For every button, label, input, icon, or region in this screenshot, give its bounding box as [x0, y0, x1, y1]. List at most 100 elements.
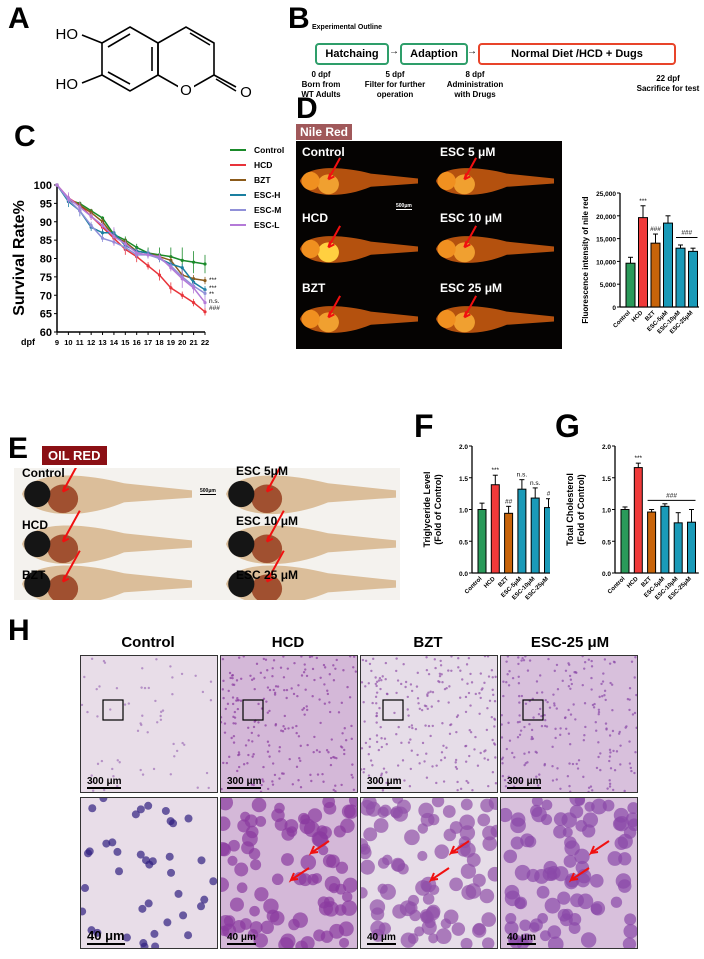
- cell-nucleus: [409, 738, 412, 741]
- cell-nucleus: [608, 759, 611, 763]
- data-point: [203, 291, 207, 296]
- cell-nucleus: [516, 721, 520, 724]
- cell-nucleus: [295, 940, 308, 948]
- y-tick-label: 65: [40, 309, 52, 321]
- cell-nucleus: [350, 773, 353, 777]
- data-point: [180, 293, 184, 297]
- cell-nucleus: [476, 764, 480, 767]
- cell-nucleus: [221, 716, 223, 719]
- cell-nucleus: [610, 683, 614, 686]
- cell-nucleus: [630, 660, 634, 663]
- cell-nucleus: [221, 798, 234, 811]
- cell-nucleus: [342, 669, 345, 672]
- cell-nucleus: [451, 922, 466, 936]
- cell-nucleus: [343, 727, 346, 730]
- cell-nucleus: [383, 737, 387, 740]
- cell-nucleus: [343, 748, 346, 752]
- cell-nucleus: [374, 695, 378, 699]
- x-tick-label: 21: [189, 338, 197, 347]
- cell-nucleus: [300, 674, 304, 677]
- data-point: [192, 260, 196, 264]
- x-tick-label: 18: [155, 338, 163, 347]
- cell-nucleus: [299, 759, 302, 763]
- cell-nucleus: [420, 909, 433, 922]
- y-tick-label: 0: [612, 305, 616, 312]
- cell-nucleus: [313, 735, 316, 739]
- cell-nucleus: [582, 739, 586, 742]
- cell-nucleus: [280, 933, 296, 948]
- cell-nucleus: [328, 710, 332, 714]
- cell-nucleus: [352, 656, 356, 658]
- cell-nucleus: [312, 750, 315, 754]
- cell-nucleus: [371, 764, 374, 767]
- cell-nucleus: [613, 769, 617, 772]
- step-hatching: Hatchaing: [315, 43, 389, 65]
- cell-nucleus: [370, 669, 373, 673]
- data-point: [89, 214, 93, 218]
- cell-nucleus: [234, 722, 237, 725]
- cell-nucleus: [113, 847, 122, 856]
- cell-nucleus: [295, 724, 298, 728]
- cell-nucleus: [250, 678, 254, 682]
- cell-nucleus: [323, 901, 339, 917]
- cell-nucleus: [604, 698, 607, 702]
- cell-nucleus: [393, 711, 396, 715]
- cell-nucleus: [378, 706, 381, 710]
- cell-nucleus: [246, 825, 259, 839]
- cell-nucleus: [414, 727, 418, 731]
- cell-nucleus: [507, 684, 511, 687]
- cell-nucleus: [266, 740, 270, 743]
- cell-nucleus: [567, 685, 571, 688]
- cell-nucleus: [493, 718, 497, 721]
- significance-label: ##: [505, 498, 513, 505]
- cell-nucleus: [477, 813, 491, 827]
- cell-nucleus: [237, 751, 241, 754]
- cell-nucleus: [544, 897, 561, 914]
- cell-nucleus: [428, 933, 439, 944]
- x-tick-label: 16: [133, 338, 141, 347]
- cell-nucleus: [618, 730, 621, 734]
- data-point: [112, 234, 116, 239]
- cell-nucleus: [567, 708, 570, 712]
- cell-nucleus: [537, 912, 548, 924]
- cell-nucleus: [470, 681, 474, 684]
- cell-nucleus: [601, 694, 604, 698]
- data-point: [180, 277, 184, 281]
- cell-nucleus: [375, 734, 379, 737]
- y-tick-label: 25,000: [596, 191, 616, 198]
- cell-nucleus: [530, 804, 543, 818]
- cell-nucleus: [511, 676, 515, 680]
- cell-nucleus: [236, 769, 239, 773]
- cell-nucleus: [375, 684, 378, 688]
- cell-nucleus: [264, 724, 267, 727]
- cell-nucleus: [618, 852, 632, 866]
- cell-nucleus: [407, 894, 420, 907]
- fish-eye: [228, 480, 255, 508]
- panel-label-h: H: [8, 614, 30, 647]
- cell-nucleus: [435, 928, 452, 945]
- cell-nucleus: [224, 707, 227, 711]
- cell-nucleus: [421, 741, 425, 745]
- cell-nucleus: [98, 685, 101, 688]
- cell-nucleus: [553, 702, 556, 705]
- cell-nucleus: [197, 856, 206, 865]
- esculetin-structure: O O HO HO: [56, 26, 252, 101]
- cell-nucleus: [590, 688, 593, 691]
- cell-nucleus: [582, 824, 596, 838]
- cell-nucleus: [81, 884, 90, 893]
- cell-nucleus: [594, 721, 597, 724]
- cell-nucleus: [380, 745, 384, 749]
- histology-image: 300 μm: [360, 655, 498, 793]
- data-point: [180, 258, 184, 262]
- cell-nucleus: [144, 899, 153, 908]
- cell-nucleus: [352, 788, 356, 791]
- cell-nucleus: [293, 661, 296, 665]
- cell-nucleus: [478, 692, 481, 695]
- cell-nucleus: [325, 749, 329, 752]
- cell-nucleus: [501, 723, 503, 726]
- cell-nucleus: [263, 898, 279, 914]
- cell-nucleus: [608, 734, 612, 737]
- data-point: [203, 278, 207, 283]
- data-point: [100, 236, 105, 240]
- cell-nucleus: [503, 849, 518, 864]
